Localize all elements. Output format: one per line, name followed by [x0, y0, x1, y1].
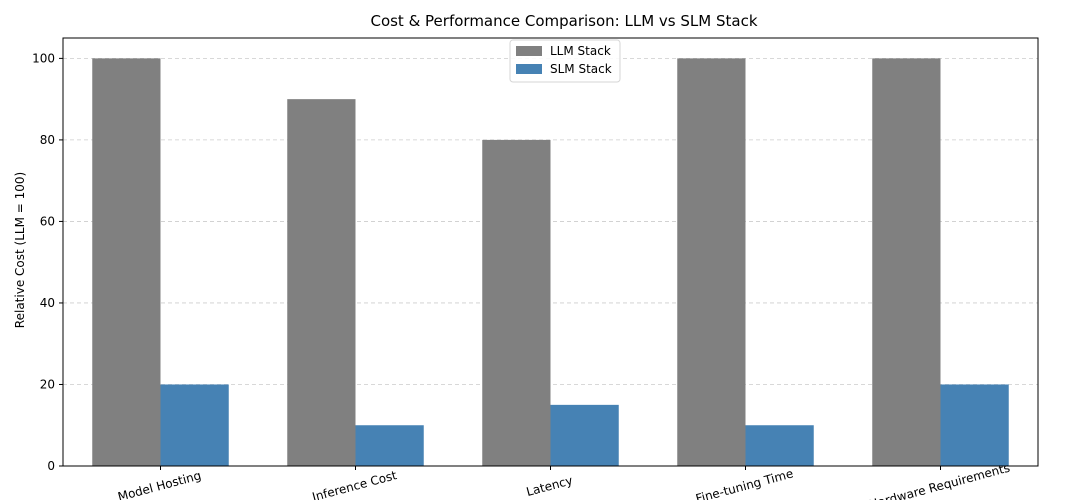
legend-swatch-llm — [516, 46, 542, 56]
y-tick-label: 0 — [47, 459, 55, 473]
y-tick-label: 60 — [40, 214, 55, 228]
bar-llm-1 — [287, 99, 356, 467]
legend-swatch-slm — [516, 64, 542, 74]
x-tick-label: Latency — [525, 473, 574, 499]
bar-llm-3 — [677, 58, 746, 466]
bar-llm-0 — [92, 58, 161, 466]
y-axis-label: Relative Cost (LLM = 100) — [13, 172, 27, 328]
legend: LLM Stack SLM Stack — [509, 39, 621, 83]
y-tick-label: 20 — [40, 377, 55, 391]
bar-slm-1 — [355, 425, 424, 466]
bar-llm-4 — [872, 58, 941, 466]
bar-slm-4 — [940, 384, 1009, 466]
chart-title: Cost & Performance Comparison: LLM vs SL… — [370, 12, 757, 30]
bar-slm-0 — [160, 384, 229, 466]
bars — [92, 58, 1009, 467]
bar-llm-2 — [482, 139, 551, 466]
legend-label-slm: SLM Stack — [550, 62, 612, 76]
y-tick-label: 80 — [40, 133, 55, 147]
x-tick-label: Inference Cost — [311, 468, 399, 500]
y-tick-label: 40 — [40, 296, 55, 310]
x-tick-label: Model Hosting — [116, 468, 202, 500]
x-tick-label: Fine-tuning Time — [694, 466, 795, 500]
y-axis-ticks: 0 20 40 60 80 100 — [32, 51, 63, 473]
bar-slm-2 — [550, 404, 619, 466]
legend-label-llm: LLM Stack — [550, 44, 611, 58]
bar-slm-3 — [745, 425, 814, 466]
y-tick-label: 100 — [32, 51, 55, 65]
